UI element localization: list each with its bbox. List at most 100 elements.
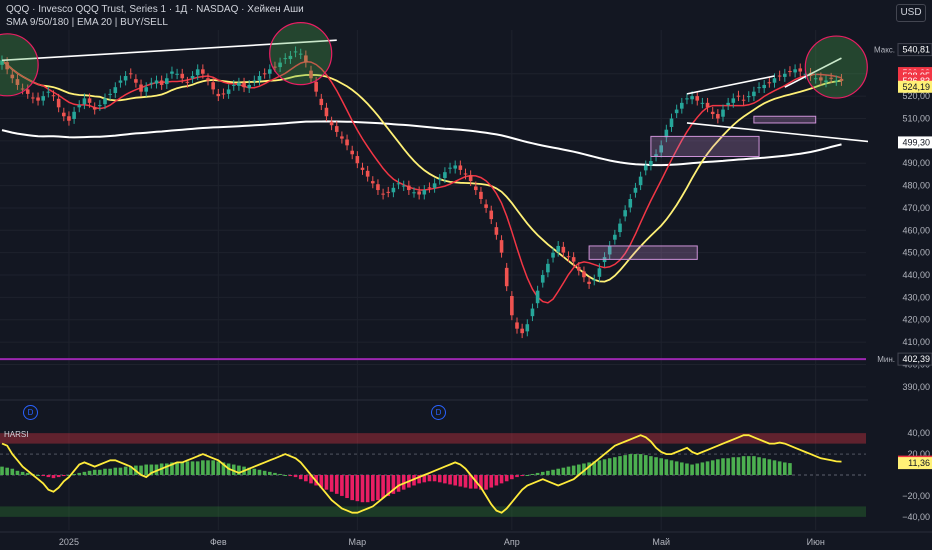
candle-body xyxy=(293,51,298,53)
candle-body xyxy=(695,96,700,101)
oscillator-bar xyxy=(36,475,40,476)
oscillator-bar xyxy=(170,462,174,475)
candle-body xyxy=(190,76,195,79)
candle-body xyxy=(242,82,246,88)
candle-body xyxy=(221,93,226,95)
candle-body xyxy=(309,70,313,79)
candle-body xyxy=(520,328,524,334)
price-tick-label: 460,00 xyxy=(902,225,930,235)
dividend-marker-icon[interactable]: D xyxy=(23,405,38,420)
candle-body xyxy=(170,71,174,74)
candle-body xyxy=(67,116,71,121)
oscillator-bar xyxy=(144,464,148,475)
candle-body xyxy=(551,252,555,258)
candle-body xyxy=(5,62,9,70)
candle-body xyxy=(31,97,35,99)
candle-body xyxy=(654,154,658,157)
oscillator-bar xyxy=(139,465,143,475)
oscillator-bar xyxy=(396,475,401,492)
oscillator-bar xyxy=(716,459,720,475)
oscillator-bar xyxy=(98,469,102,475)
oscillator-bar xyxy=(705,461,710,475)
dividend-marker-icon[interactable]: D xyxy=(431,405,446,420)
candle-body xyxy=(432,183,437,188)
candle-body xyxy=(587,281,591,284)
oscillator-bar xyxy=(762,458,766,475)
oscillator-bar xyxy=(566,466,571,475)
oscillator-bar xyxy=(551,469,555,475)
trend-line xyxy=(686,75,775,95)
candle-body xyxy=(237,82,241,86)
candle-body xyxy=(437,178,442,180)
oscillator-bar xyxy=(401,475,406,490)
oscillator-tick-label: −20,00 xyxy=(902,491,930,501)
oscillator-bar xyxy=(5,467,9,475)
oscillator-bar xyxy=(108,468,112,475)
oscillator-bar xyxy=(417,475,421,484)
candle-body xyxy=(623,210,627,217)
candle-body xyxy=(690,96,694,100)
highlight-circle xyxy=(0,33,39,97)
price-axis xyxy=(868,30,932,535)
candle-body xyxy=(128,73,133,75)
candle-body xyxy=(767,82,772,84)
highlight-circle xyxy=(804,35,868,99)
candle-body xyxy=(381,193,385,195)
candle-body xyxy=(546,263,550,273)
oscillator-bar xyxy=(494,475,499,486)
ema-line xyxy=(1,59,842,283)
price-badge: 499,30 xyxy=(902,137,930,147)
oscillator-bar xyxy=(561,467,566,475)
candle-body xyxy=(721,109,725,117)
oscillator-bar xyxy=(432,475,437,482)
candle-body xyxy=(401,185,406,187)
oscillator-bar xyxy=(710,460,715,475)
oscillator-bar xyxy=(700,462,705,475)
currency-button[interactable]: USD xyxy=(896,4,926,22)
candle-body xyxy=(680,102,684,109)
candle-body xyxy=(51,95,56,97)
oscillator-bar xyxy=(463,475,468,488)
oscillator-band xyxy=(0,506,866,517)
oscillator-tick-label: 20,00 xyxy=(907,449,930,459)
oscillator-bar xyxy=(221,462,226,475)
oscillator-bar xyxy=(484,475,488,490)
candle-body xyxy=(391,187,396,193)
oscillator-bar xyxy=(530,473,535,475)
price-tick-label: 440,00 xyxy=(902,270,930,280)
candle-body xyxy=(10,74,15,79)
oscillator-bar xyxy=(283,475,288,476)
oscillator-bar xyxy=(618,456,622,475)
oscillator-bar xyxy=(87,470,92,475)
price-badge-prefix: Макс. xyxy=(874,46,895,55)
price-badge-prefix: Мин. xyxy=(877,355,895,364)
candle-body xyxy=(515,322,519,329)
candle-body xyxy=(139,84,143,92)
candle-body xyxy=(535,290,540,304)
oscillator-bar xyxy=(201,460,205,475)
candle-body xyxy=(113,87,118,94)
candle-body xyxy=(561,246,566,253)
zone-box xyxy=(753,115,817,124)
oscillator-bar xyxy=(293,475,298,478)
candle-body xyxy=(484,204,488,208)
time-axis-label: 2025 xyxy=(59,537,79,547)
candle-body xyxy=(334,126,339,132)
candle-body xyxy=(633,187,638,193)
candle-body xyxy=(700,102,705,104)
candle-body xyxy=(530,308,535,317)
candle-body xyxy=(15,79,20,85)
candle-body xyxy=(741,99,746,101)
candle-body xyxy=(386,191,391,193)
oscillator-bar xyxy=(674,461,679,475)
oscillator-bar xyxy=(252,468,257,475)
candle-body xyxy=(489,210,494,220)
oscillator-bar xyxy=(247,467,251,475)
candle-body xyxy=(448,167,452,169)
candle-body xyxy=(195,69,200,76)
candle-body xyxy=(376,184,380,191)
oscillator-badge-bg xyxy=(898,457,932,470)
oscillator-bar xyxy=(695,463,700,475)
oscillator-bar xyxy=(211,460,215,475)
